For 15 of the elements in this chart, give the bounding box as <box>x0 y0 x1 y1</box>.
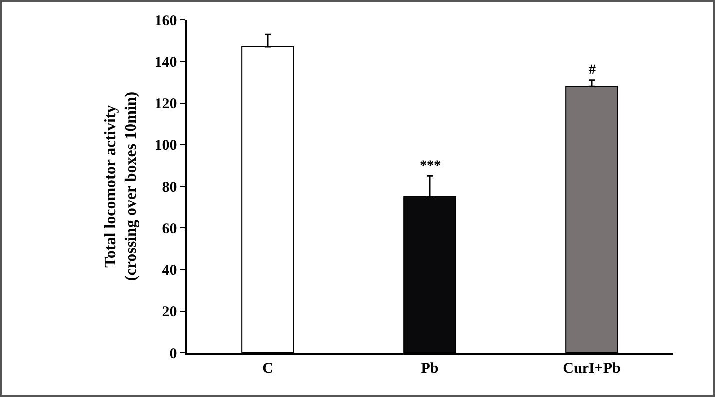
x-tick-label: Pb <box>421 360 439 377</box>
y-tick-label: 160 <box>154 13 178 30</box>
x-tick-label: C <box>262 360 274 377</box>
y-axis-title: Total locomotor activity (crossing over boxes 10min) <box>102 92 140 282</box>
y-tick-label: 120 <box>154 96 178 112</box>
y-tick-label: 40 <box>162 263 178 279</box>
y-tick-label: 60 <box>162 221 178 238</box>
y-tick-label: 0 <box>170 346 178 362</box>
annotation: # <box>589 63 596 78</box>
y-tick-label: 140 <box>154 54 178 71</box>
y-tick-label: 20 <box>162 304 178 321</box>
y-tick-label: 80 <box>162 180 178 196</box>
x-tick-label: CurI+Pb <box>563 360 621 377</box>
y-tick-label: 100 <box>154 138 178 154</box>
annotation: *** <box>420 159 441 174</box>
